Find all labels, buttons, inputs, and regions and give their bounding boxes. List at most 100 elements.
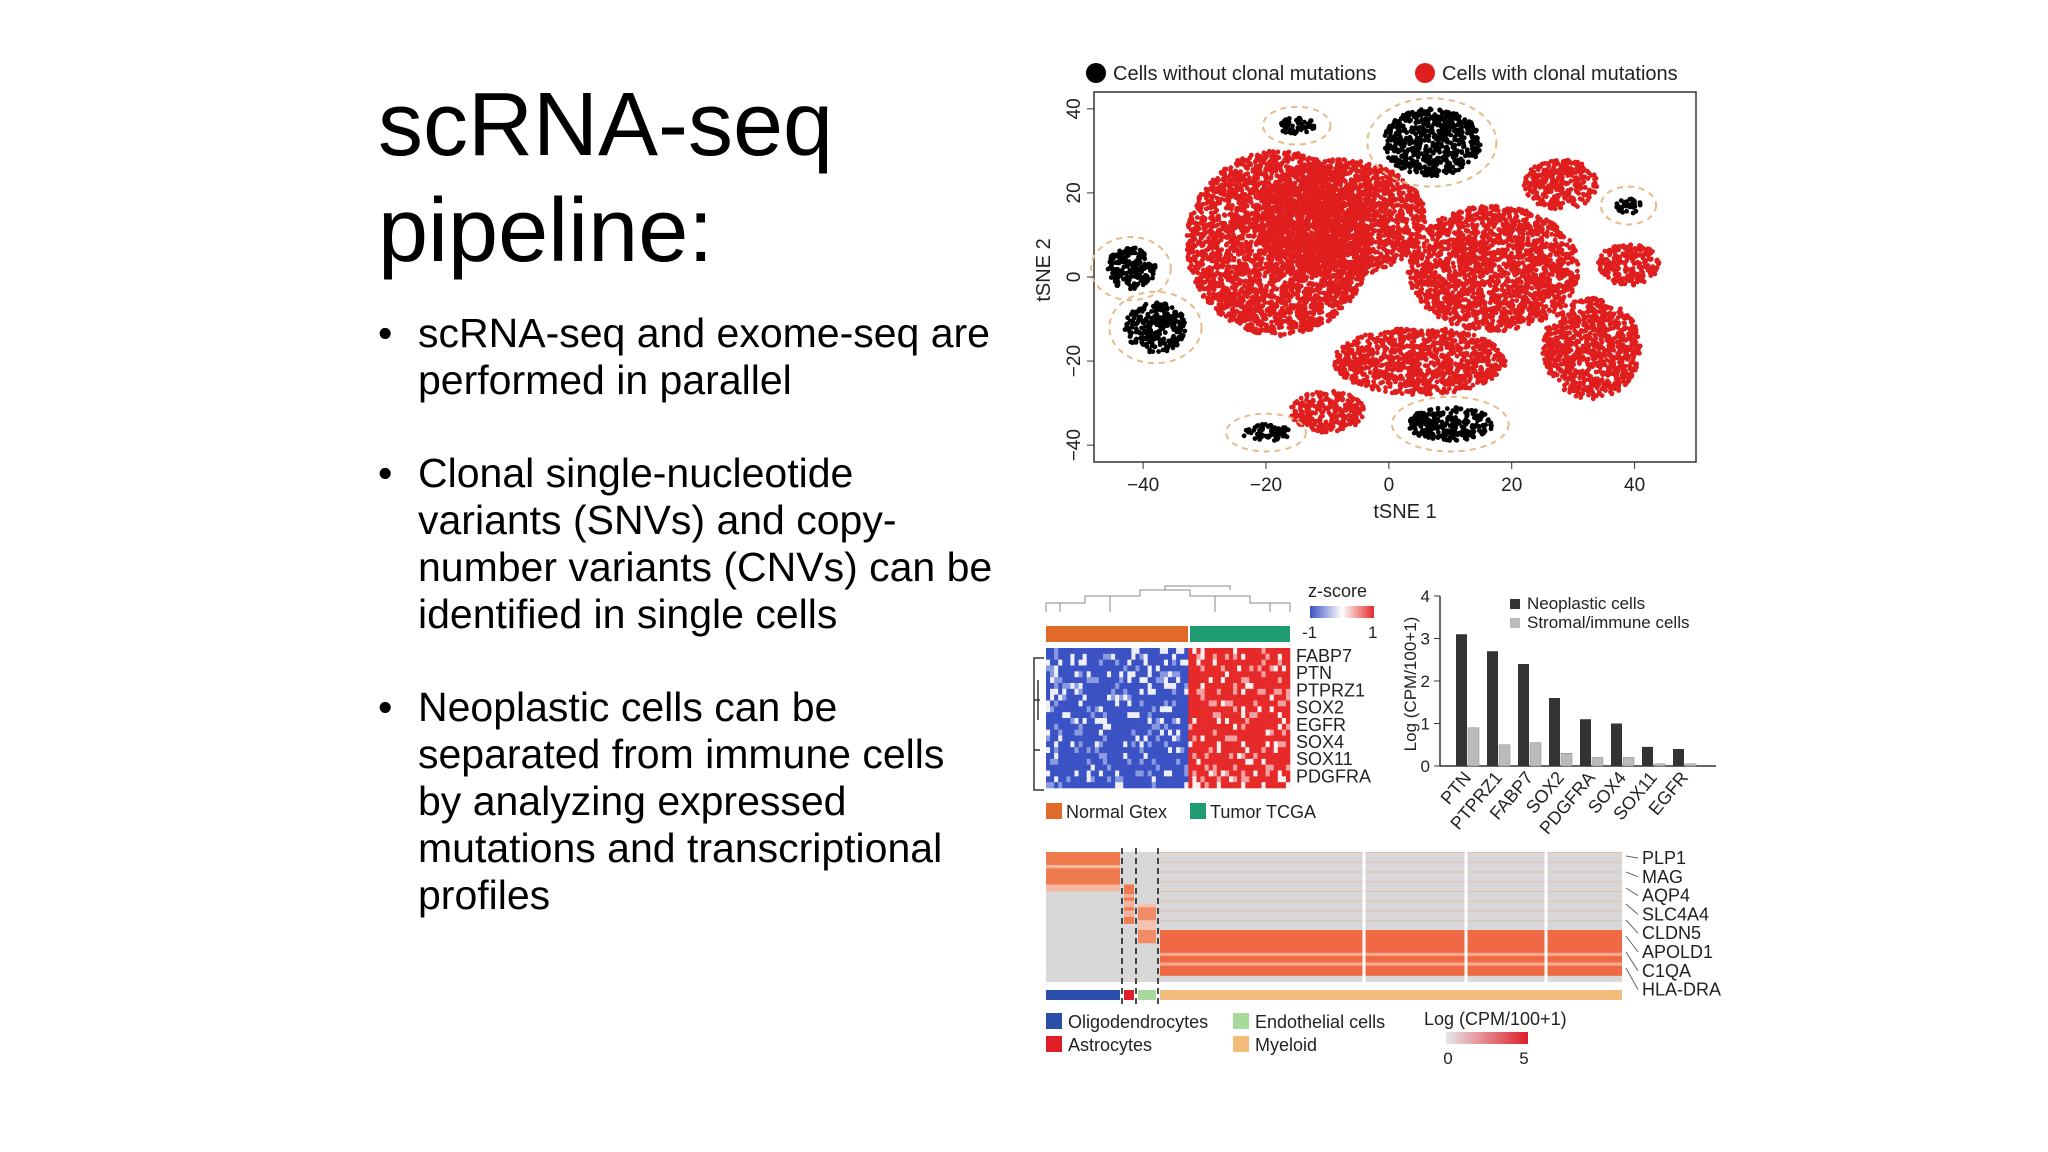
scatter-point bbox=[1225, 294, 1231, 299]
scatter-point bbox=[1283, 240, 1288, 246]
scatter-point bbox=[1293, 252, 1299, 258]
scatter-point bbox=[1251, 329, 1256, 334]
scatter-point bbox=[1277, 208, 1282, 213]
scatter-point bbox=[1247, 305, 1253, 311]
scatter-point bbox=[1395, 202, 1401, 208]
scatter-point bbox=[1271, 204, 1277, 210]
scatter-point bbox=[1417, 233, 1422, 239]
scatter-point bbox=[1272, 243, 1278, 248]
scatter-point bbox=[1322, 278, 1328, 284]
scatter-point bbox=[1341, 214, 1347, 220]
scatter-point bbox=[1505, 261, 1511, 266]
scatter-point bbox=[1368, 235, 1374, 241]
scatter-point bbox=[1316, 207, 1321, 212]
scatter-point bbox=[1393, 203, 1399, 208]
scatter-point bbox=[1330, 285, 1335, 291]
scatter-point bbox=[1415, 208, 1421, 214]
scatter-point bbox=[1332, 214, 1338, 220]
scatter-point bbox=[1290, 212, 1295, 218]
scatter-point bbox=[1315, 307, 1321, 313]
scatter-point bbox=[1495, 217, 1500, 223]
scatter-point bbox=[1364, 177, 1370, 183]
scatter-point bbox=[1218, 282, 1223, 288]
scatter-point bbox=[1269, 261, 1274, 267]
scatter-point bbox=[1250, 223, 1256, 229]
scatter-point bbox=[1380, 200, 1386, 206]
scatter-point bbox=[1321, 190, 1326, 195]
scatter-point bbox=[1252, 159, 1258, 165]
scatter-point bbox=[1215, 229, 1221, 234]
scatter-point bbox=[1389, 250, 1395, 256]
scatter-point bbox=[1287, 269, 1293, 275]
scatter-point bbox=[1262, 192, 1267, 198]
scatter-point bbox=[1321, 196, 1326, 201]
scatter-point bbox=[1289, 252, 1295, 257]
scatter-point bbox=[1253, 209, 1259, 214]
scatter-point bbox=[1350, 251, 1355, 257]
scatter-point bbox=[1300, 186, 1306, 192]
scatter-point bbox=[1301, 207, 1307, 213]
scatter-point bbox=[1279, 259, 1285, 265]
scatter-point bbox=[1285, 186, 1290, 191]
scatter-point bbox=[1260, 238, 1266, 244]
scatter-point bbox=[1326, 216, 1331, 221]
scatter-point bbox=[1381, 170, 1386, 176]
scatter-point bbox=[1252, 266, 1258, 272]
scatter-point bbox=[1335, 271, 1341, 276]
scatter-point bbox=[1472, 273, 1477, 279]
scatter-point bbox=[1341, 194, 1347, 200]
scatter-point bbox=[1290, 306, 1296, 311]
scatter-point bbox=[1325, 245, 1330, 251]
scatter-point bbox=[1334, 187, 1340, 192]
scatter-point bbox=[1328, 258, 1334, 264]
scatter-point bbox=[1293, 222, 1299, 228]
scatter-point bbox=[1291, 168, 1297, 174]
scatter-point bbox=[1354, 173, 1359, 178]
scatter-point bbox=[1249, 327, 1255, 333]
scatter-point bbox=[1318, 303, 1324, 309]
scatter-point bbox=[1317, 247, 1323, 253]
scatter-point bbox=[1236, 200, 1242, 206]
scatter-point bbox=[1299, 303, 1305, 309]
scatter-point bbox=[1378, 233, 1384, 239]
scatter-point bbox=[1276, 214, 1281, 219]
scatter-point bbox=[1255, 267, 1260, 273]
scatter-point bbox=[1208, 200, 1213, 206]
scatter-point bbox=[1187, 256, 1193, 262]
scatter-point bbox=[1240, 231, 1246, 237]
scatter-point bbox=[1277, 166, 1283, 171]
scatter-point bbox=[1236, 318, 1242, 324]
scatter-point bbox=[1222, 191, 1228, 197]
scatter-point bbox=[1413, 196, 1418, 201]
scatter-point bbox=[1283, 173, 1289, 179]
scatter-point bbox=[1326, 245, 1332, 251]
scatter-point bbox=[1329, 192, 1335, 197]
scatter-point bbox=[1393, 197, 1398, 203]
scatter-point bbox=[1367, 207, 1372, 213]
scatter-point bbox=[1353, 197, 1358, 203]
scatter-point bbox=[1229, 269, 1235, 275]
scatter-point bbox=[1194, 249, 1200, 255]
scatter-point bbox=[1288, 230, 1294, 236]
scatter-point bbox=[1399, 217, 1405, 223]
scatter-point bbox=[1521, 270, 1527, 276]
scatter-point bbox=[1255, 210, 1260, 216]
scatter-point bbox=[1363, 182, 1369, 188]
scatter-point bbox=[1413, 206, 1419, 212]
scatter-point bbox=[1369, 270, 1375, 275]
scatter-point bbox=[1288, 240, 1293, 246]
scatter-point bbox=[1219, 289, 1225, 294]
scatter-point bbox=[1299, 268, 1304, 273]
scatter-point bbox=[1320, 207, 1325, 213]
scatter-point bbox=[1287, 251, 1292, 256]
scatter-point bbox=[1499, 283, 1505, 289]
scatter-point bbox=[1284, 188, 1289, 193]
scatter-point bbox=[1278, 216, 1284, 222]
scatter-point bbox=[1337, 251, 1343, 257]
scatter-point bbox=[1219, 171, 1225, 176]
scatter-point bbox=[1280, 241, 1286, 246]
scatter-point bbox=[1259, 266, 1264, 272]
scatter-point bbox=[1242, 192, 1248, 198]
scatter-point bbox=[1238, 202, 1244, 208]
scatter-point bbox=[1313, 295, 1318, 301]
